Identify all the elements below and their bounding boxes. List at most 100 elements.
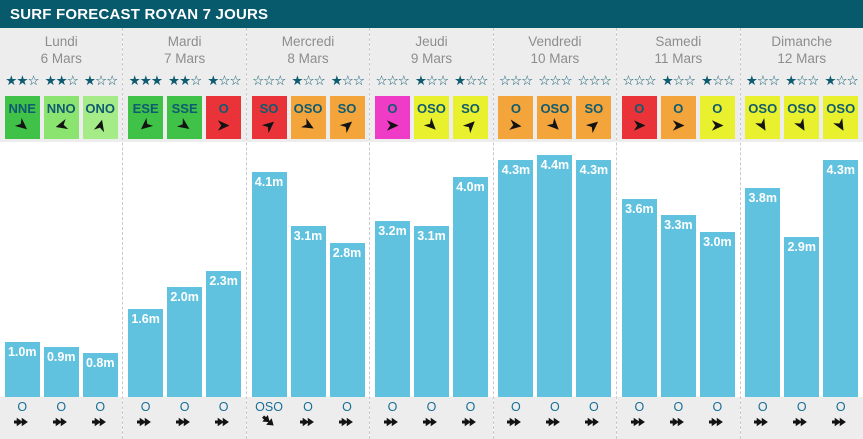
wind-arrow-icon: [794, 117, 805, 131]
wind-direction-label: OSO: [787, 101, 817, 117]
swell-cell: O: [5, 400, 40, 439]
wave-height-label: 3.6m: [625, 202, 654, 216]
swell-direction-label: OSO: [255, 400, 283, 414]
day-column: Lundi 6 Mars ★★☆ ★★☆ ★☆☆ NNE NNO ONO 1.0m 0.9m 0.8…: [0, 28, 123, 439]
wave-height-label: 1.0m: [7, 345, 37, 359]
wind-cell: SSE: [167, 96, 203, 139]
wind-cell: O: [206, 96, 242, 139]
swell-cell: O: [784, 400, 819, 439]
star-rating: ★☆☆: [291, 73, 325, 89]
swell-direction-label: O: [835, 400, 846, 414]
wind-arrow-icon: [261, 121, 274, 133]
star-rating: ☆☆☆: [538, 73, 572, 89]
wave-bar: 0.8m: [82, 353, 118, 397]
wind-arrow-icon: [218, 119, 230, 131]
swell-arrow-icon: [461, 417, 476, 427]
swell-arrow-icon: [754, 417, 769, 427]
wind-row: O OSO SO: [370, 94, 493, 142]
swell-direction-label: O: [757, 400, 768, 414]
wind-arrow-icon: [633, 119, 646, 131]
swell-arrow-icon: [261, 415, 274, 426]
swell-arrow-icon: [793, 417, 808, 427]
wave-bar: 2.9m: [784, 237, 820, 397]
swell-arrow-icon: [708, 417, 723, 427]
swell-arrow-icon: [585, 417, 600, 427]
day-header: Lundi 6 Mars: [0, 28, 123, 68]
wind-direction-label: O: [634, 101, 645, 117]
wave-bar: 3.0m: [699, 232, 735, 397]
wave-height-label: 2.3m: [209, 274, 238, 288]
swell-direction-label: O: [56, 400, 67, 414]
swell-arrow-icon: [546, 417, 561, 427]
wind-cell: O: [660, 96, 696, 139]
swell-arrow-icon: [215, 417, 230, 427]
wave-bar: 4.0m: [452, 177, 488, 397]
swell-direction-label: O: [796, 400, 807, 414]
wind-cell: OSO: [745, 96, 781, 139]
star-rating: ★★☆: [44, 73, 79, 89]
wind-cell: OSO: [823, 96, 859, 139]
swell-cell: O: [44, 400, 79, 439]
wind-direction-label: O: [712, 101, 723, 117]
day-column: Samedi 11 Mars ☆☆☆ ★☆☆ ★☆☆ O O O 3.6m 3.3m 3.0m O O O: [616, 28, 740, 439]
swell-direction-label: O: [511, 400, 521, 414]
wind-cell: NNO: [43, 96, 79, 139]
swell-direction-label: O: [95, 400, 106, 414]
star-rating: ★☆☆: [454, 73, 488, 89]
wave-bar: 4.1m: [251, 172, 287, 397]
swell-direction-label: O: [140, 400, 151, 414]
day-name: Mardi: [167, 34, 202, 49]
day-column: Dimanche 12 Mars ★☆☆ ★☆☆ ★☆☆ OSO OSO OSO 3.8m 2.9…: [739, 28, 863, 439]
swell-cell: O: [745, 400, 780, 439]
wave-chart: 3.8m 2.9m 4.3m: [740, 142, 863, 397]
star-rating: ★☆☆: [83, 73, 118, 89]
day-name: Lundi: [44, 34, 78, 49]
swell-arrow-icon: [669, 417, 684, 427]
wind-cell: O: [621, 96, 657, 139]
star-rating: ★☆☆: [207, 73, 241, 89]
wind-row: ESE SSE O: [123, 94, 246, 142]
wind-row: OSO OSO OSO: [740, 94, 863, 142]
wind-cell: OSO: [290, 96, 326, 139]
wind-arrow-icon: [711, 119, 724, 131]
swell-arrow-icon: [137, 417, 152, 427]
star-ratings-row: ★☆☆ ★☆☆ ★☆☆: [740, 68, 863, 94]
wind-arrow-icon: [509, 119, 522, 130]
star-rating: ★☆☆: [745, 73, 780, 89]
star-rating: ★☆☆: [785, 73, 819, 89]
wind-direction-label: NNE: [8, 101, 36, 117]
day-date: 12 Mars: [777, 50, 827, 66]
wave-height-label: 2.9m: [787, 240, 816, 254]
days-row: Lundi 6 Mars ★★☆ ★★☆ ★☆☆ NNE NNO ONO 1.0m 0.9m 0.8…: [0, 28, 863, 439]
swell-direction-label: O: [342, 400, 352, 414]
day-header: Jeudi 9 Mars: [370, 28, 493, 68]
day-name: Dimanche: [771, 34, 833, 49]
wind-arrow-icon: [386, 119, 399, 131]
wind-direction-label: SO: [259, 101, 279, 117]
wave-bar: 3.2m: [374, 221, 410, 397]
swell-cell: O: [537, 400, 572, 439]
wave-height-label: 3.2m: [378, 224, 407, 238]
wind-cell: OSO: [537, 96, 573, 139]
wind-cell: NNE: [4, 96, 40, 139]
day-name: Jeudi: [415, 34, 448, 49]
wave-height-label: 2.0m: [170, 290, 199, 304]
wind-arrow-icon: [423, 117, 436, 130]
swell-cell: O: [83, 400, 118, 439]
wave-height-label: 4.0m: [456, 180, 485, 194]
swell-direction-label: O: [387, 400, 398, 414]
day-name: Samedi: [655, 34, 702, 49]
star-rating: ☆☆☆: [375, 73, 410, 89]
day-name: Mercredi: [281, 34, 335, 49]
star-rating: ☆☆☆: [622, 73, 656, 89]
wave-bar: 1.6m: [128, 309, 164, 397]
swell-direction-label: O: [673, 400, 684, 414]
wave-bar: 3.1m: [413, 226, 449, 397]
wind-arrow-icon: [177, 117, 190, 129]
wave-height-label: 3.1m: [293, 229, 323, 243]
